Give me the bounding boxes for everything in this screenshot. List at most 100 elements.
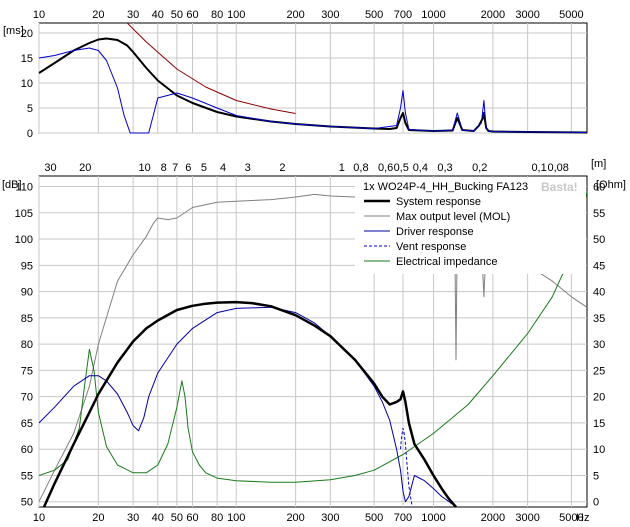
group-delay-x-tick-label: 100 <box>227 9 245 21</box>
frequency-response-x-tick-label: 50 <box>171 512 183 524</box>
db-tick-label: 100 <box>15 234 33 246</box>
frequency-response-wavelength-tick-labels: 30 20 10 8 7 6 5 4 3 2 1 0,8 0,6 0,5 0,4 0,3 0,2 0,1 0,08 <box>44 162 569 174</box>
group-delay-x-tick-label: 500 <box>365 9 383 21</box>
db-tick-label: 105 <box>15 208 33 220</box>
db-tick-label: 95 <box>21 260 33 272</box>
frequency-response-x-tick-label: 5000 <box>559 512 583 524</box>
frequency-response-db-tick-labels: 50 55 60 65 70 75 80 85 90 95 100 105 110 <box>15 182 33 509</box>
group-delay-series-line-2 <box>126 22 296 114</box>
wavelength-tick-label: 7 <box>172 162 178 174</box>
db-tick-label: 60 <box>21 444 33 456</box>
db-tick-label: 85 <box>21 313 33 325</box>
group-delay-x-tick-label: 3000 <box>515 9 539 21</box>
series-line-vent-response <box>400 427 413 508</box>
wavelength-tick-label: 5 <box>201 162 207 174</box>
legend-label: Driver response <box>396 226 474 238</box>
group-delay-x-tick-labels: 10 20 30 40 50 60 80 100 200 300 500 700 1000 2000 300… <box>33 9 584 21</box>
group-delay-y-tick-label: 10 <box>21 78 33 90</box>
group-delay-x-tick-label: 5000 <box>559 9 583 21</box>
group-delay-series-line-1 <box>38 47 588 134</box>
wavelength-tick-label: 0,1 <box>531 162 546 174</box>
db-tick-label: 65 <box>21 418 33 430</box>
ohm-tick-label: 60 <box>593 182 605 194</box>
ohm-tick-label: 0 <box>593 497 599 509</box>
ohm-tick-label: 55 <box>593 208 605 220</box>
group-delay-x-tick-label: 20 <box>92 9 104 21</box>
wavelength-tick-label: 1 <box>339 162 345 174</box>
wavelength-tick-label: 3 <box>245 162 251 174</box>
wavelength-tick-label: 2 <box>279 162 285 174</box>
group-delay-y-axis-label: [ms] <box>3 25 24 37</box>
frequency-response-x-tick-label: 10 <box>33 512 45 524</box>
wavelength-tick-label: 0,3 <box>437 162 452 174</box>
group-delay-y-tick-label: 15 <box>21 53 33 65</box>
frequency-response-x-tick-label: 300 <box>321 512 339 524</box>
legend-label: Vent response <box>396 241 466 253</box>
group-delay-y-tick-labels: 0 5 10 15 20 <box>21 28 33 140</box>
group-delay-y-tick-label: 0 <box>27 128 33 140</box>
db-tick-label: 110 <box>15 182 33 194</box>
ohm-tick-label: 45 <box>593 260 605 272</box>
db-tick-label: 50 <box>21 497 33 509</box>
group-delay-x-tick-label: 80 <box>211 9 223 21</box>
frequency-response-x-tick-label: 60 <box>186 512 198 524</box>
frequency-response-x-tick-labels: 10 20 30 40 50 60 80 100 200 300 500 700 1000 2000 300… <box>33 512 584 524</box>
frequency-response-panel: 10 20 30 40 50 60 80 100 200 300 500 700 1000 2000 300… <box>2 158 626 524</box>
wavelength-tick-label: 0,5 <box>394 162 409 174</box>
ohm-tick-label: 40 <box>593 287 605 299</box>
ohm-tick-label: 10 <box>593 444 605 456</box>
ohm-tick-label: 50 <box>593 234 605 246</box>
frequency-response-x-tick-label: 20 <box>92 512 104 524</box>
legend-label: Max output level (MOL) <box>396 211 510 223</box>
frequency-response-x-tick-label: 700 <box>394 512 412 524</box>
ohm-axis-label: [Ohm] <box>596 179 626 191</box>
frequency-response-x-tick-label: 100 <box>227 512 245 524</box>
ohm-tick-label: 35 <box>593 313 605 325</box>
ohm-tick-label: 25 <box>593 365 605 377</box>
legend-box <box>355 178 586 274</box>
wavelength-tick-label: 10 <box>138 162 150 174</box>
db-tick-label: 80 <box>21 339 33 351</box>
x-axis-unit-label: Hz <box>576 512 589 524</box>
wavelength-tick-label: 8 <box>161 162 167 174</box>
ohm-tick-label: 20 <box>593 392 605 404</box>
wavelength-tick-label: 30 <box>44 162 56 174</box>
chart-name-label: 1x WO24P-4_HH_Bucking FA123 <box>363 181 528 193</box>
legend-label: Electrical impedance <box>396 256 498 268</box>
group-delay-x-tick-label: 200 <box>286 9 304 21</box>
wavelength-tick-label: 6 <box>185 162 191 174</box>
group-delay-x-tick-label: 40 <box>152 9 164 21</box>
db-tick-label: 75 <box>21 365 33 377</box>
frequency-response-x-tick-label: 200 <box>286 512 304 524</box>
frequency-response-x-tick-label: 1000 <box>421 512 445 524</box>
frequency-response-x-tick-label: 3000 <box>515 512 539 524</box>
db-tick-label: 70 <box>21 392 33 404</box>
wavelength-axis-label: [m] <box>591 158 606 170</box>
ohm-tick-label: 30 <box>593 339 605 351</box>
group-delay-y-tick-label: 20 <box>21 28 33 40</box>
frequency-response-x-tick-label: 500 <box>365 512 383 524</box>
wavelength-tick-label: 20 <box>79 162 91 174</box>
wavelength-tick-label: 0,08 <box>548 162 569 174</box>
frequency-response-x-tick-label: 40 <box>152 512 164 524</box>
wavelength-tick-label: 0,8 <box>353 162 368 174</box>
group-delay-panel: 10 20 30 40 50 60 80 100 200 300 500 700 1000 2000 300… <box>3 9 588 140</box>
watermark-logo: Basta! <box>541 180 578 194</box>
group-delay-grid <box>38 23 587 134</box>
db-tick-label: 55 <box>21 470 33 482</box>
frequency-response-x-tick-label: 2000 <box>481 512 505 524</box>
ohm-tick-label: 5 <box>593 470 599 482</box>
db-tick-label: 90 <box>21 287 33 299</box>
legend: System response Max output level (MOL) Dri… <box>364 196 510 268</box>
frequency-response-ohm-tick-labels: 0 5 10 15 20 25 30 35 40 45 50 55 60 <box>593 182 605 509</box>
group-delay-series <box>38 22 588 134</box>
group-delay-x-tick-label: 1000 <box>421 9 445 21</box>
wavelength-tick-label: 4 <box>220 162 226 174</box>
frequency-response-x-tick-label: 30 <box>127 512 139 524</box>
wavelength-tick-label: 0,6 <box>378 162 393 174</box>
group-delay-x-tick-label: 300 <box>321 9 339 21</box>
group-delay-plot-area <box>38 22 588 134</box>
group-delay-x-tick-label: 50 <box>171 9 183 21</box>
group-delay-x-tick-label: 10 <box>33 9 45 21</box>
